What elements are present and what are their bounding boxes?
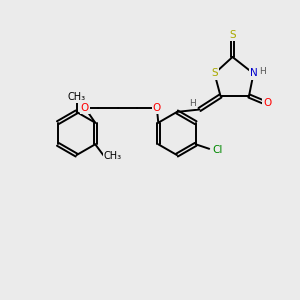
Text: O: O <box>81 103 89 113</box>
Text: S: S <box>211 68 218 79</box>
Text: O: O <box>153 103 161 113</box>
Text: Cl: Cl <box>212 145 223 155</box>
Text: H: H <box>189 99 196 108</box>
Text: N: N <box>250 68 257 79</box>
Text: CH₃: CH₃ <box>103 151 122 161</box>
Text: O: O <box>263 98 271 109</box>
Text: CH₃: CH₃ <box>68 92 85 102</box>
Text: S: S <box>229 29 236 40</box>
Text: H: H <box>259 67 266 76</box>
